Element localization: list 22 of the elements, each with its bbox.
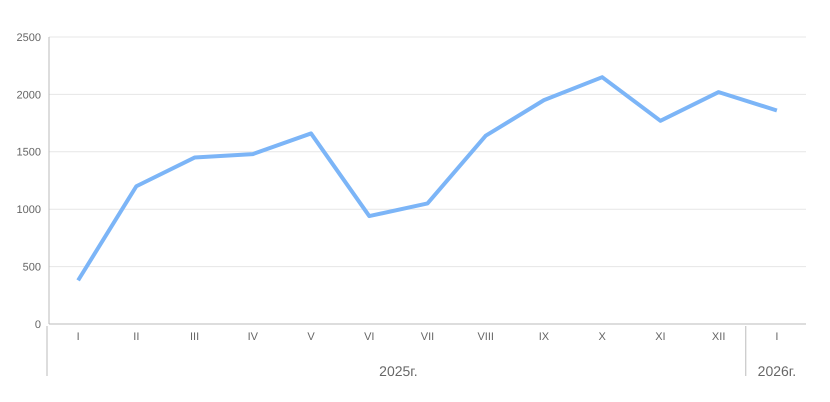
x-tick-label: XII	[712, 330, 726, 343]
y-tick-label: 500	[22, 262, 41, 274]
text: 2025г.	[379, 363, 418, 379]
x-tick-label: II	[133, 330, 140, 343]
x-tick-label: V	[307, 330, 316, 343]
x-tick-label: IV	[248, 330, 259, 343]
x-tick-label: I	[775, 330, 778, 343]
x-tick-label: IX	[538, 330, 550, 343]
y-tick-label: 2500	[16, 32, 41, 44]
text: 2026г.	[758, 363, 796, 379]
x-tick-label: XI	[655, 330, 666, 343]
y-tick-label: 0	[34, 318, 41, 331]
x-tick-label: VII	[420, 330, 434, 343]
x-tick-label: X	[598, 330, 607, 343]
x-tick-label: VI	[364, 330, 374, 343]
y-tick-label: 1500	[16, 146, 41, 159]
y-tick-label: 1000	[16, 204, 41, 216]
x-tick-label: I	[76, 330, 80, 343]
y-tick-label: 2000	[16, 89, 41, 102]
x-tick-label: VIII	[477, 330, 494, 343]
line-series	[76, 75, 779, 282]
x-tick-label: III	[190, 330, 200, 343]
